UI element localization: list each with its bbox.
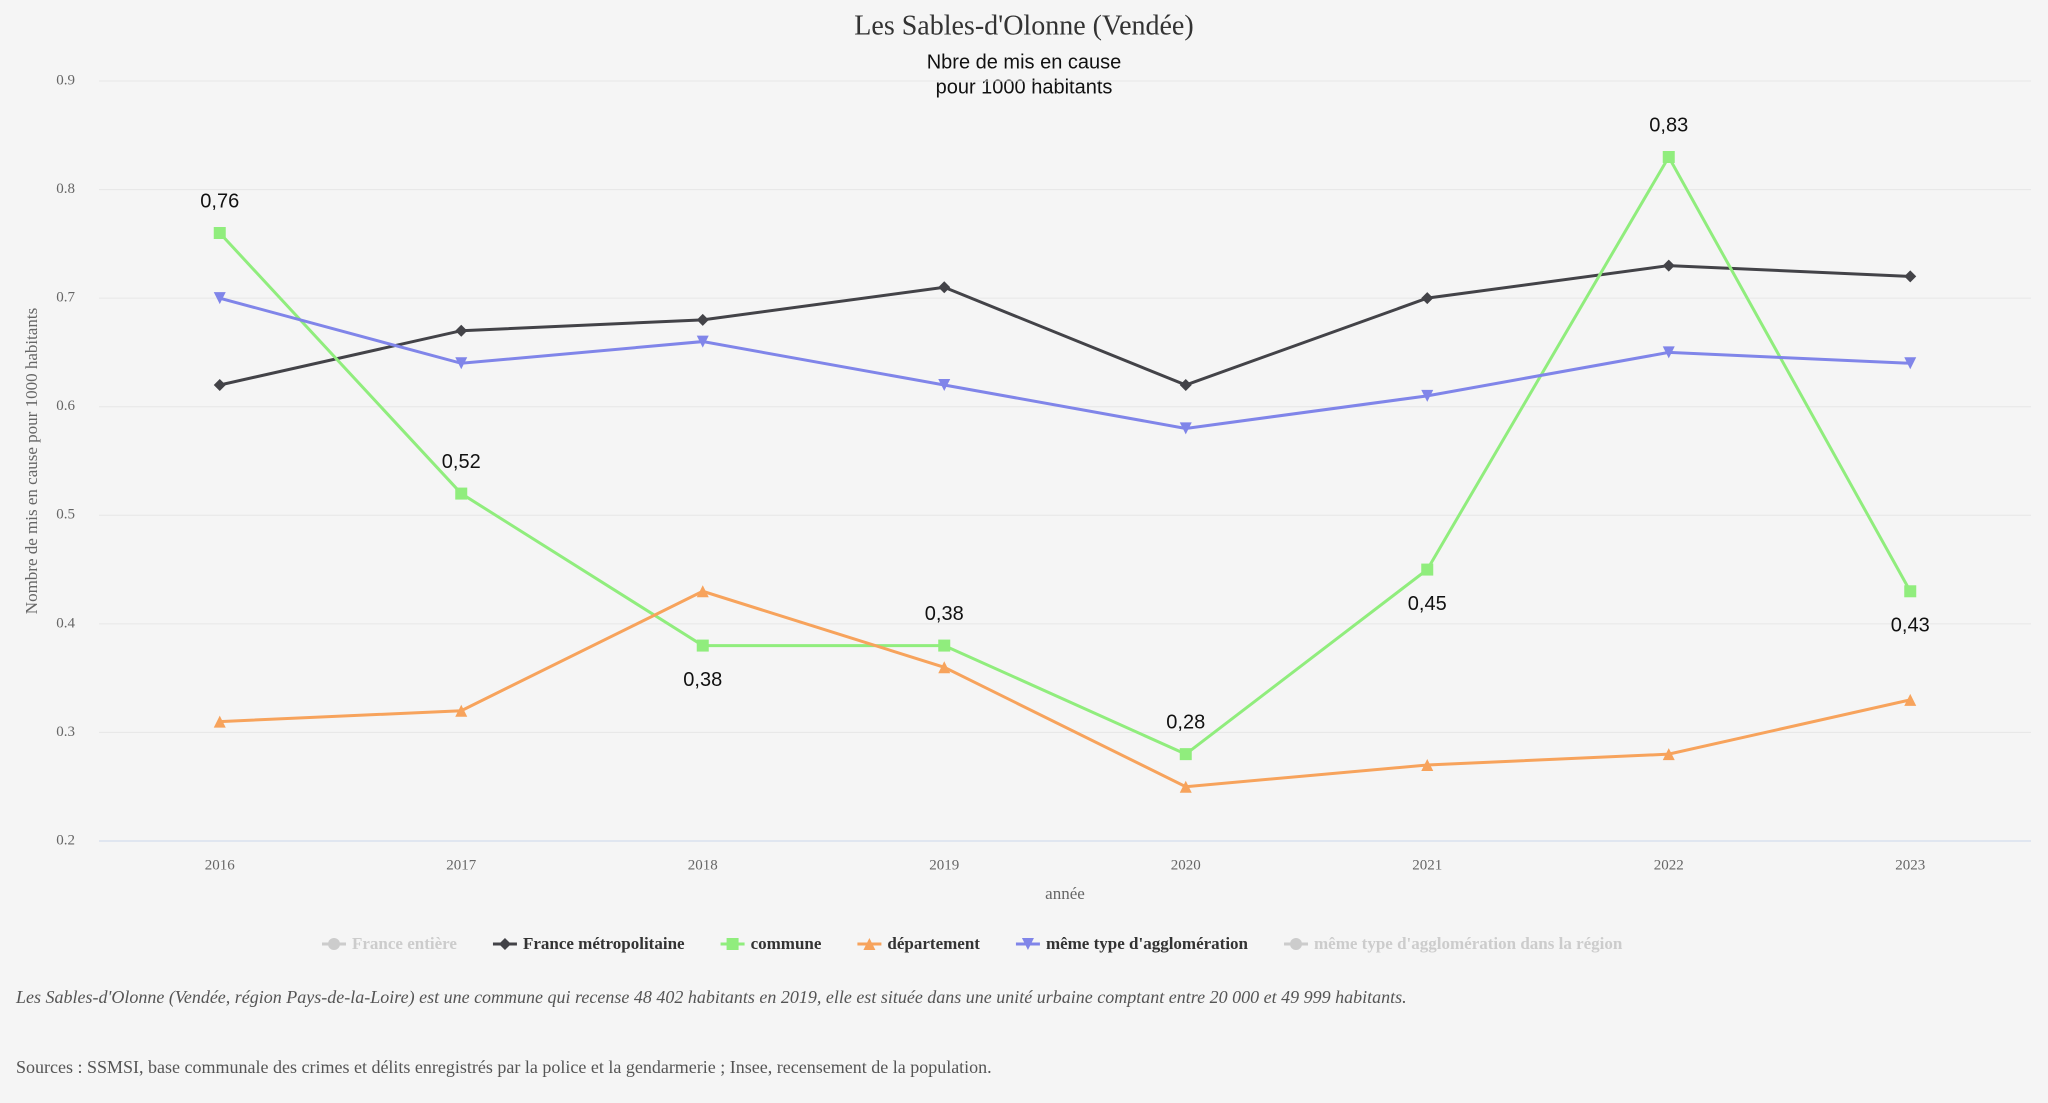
marker	[1179, 780, 1192, 793]
marker	[1662, 259, 1675, 272]
y-tick-label: 0.8	[56, 181, 75, 197]
marker	[726, 938, 739, 950]
y-axis-label: Nombre de mis en cause pour 1000 habitan…	[22, 308, 41, 614]
marker	[455, 324, 468, 337]
x-tick-label: 2023	[1895, 857, 1925, 873]
series-line	[219, 296, 1911, 430]
legend-item[interactable]: même type d'agglomération	[1015, 934, 1249, 953]
data-label: 0,43	[1891, 615, 1930, 637]
marker	[938, 639, 951, 652]
marker	[455, 357, 468, 370]
x-tick-label: 2020	[1171, 857, 1201, 873]
data-label: 0,38	[925, 603, 964, 625]
marker	[213, 715, 226, 728]
chart-subtitle: Nbre de mis en cause	[927, 51, 1122, 73]
marker	[696, 639, 709, 652]
marker	[696, 335, 709, 348]
legend-label: département	[887, 934, 980, 953]
data-label: 0,52	[442, 451, 481, 473]
legend-item[interactable]: commune	[720, 934, 822, 953]
marker	[863, 938, 876, 950]
marker	[213, 379, 226, 391]
legend-label: France métropolitaine	[523, 934, 685, 953]
x-tick-label: 2021	[1412, 857, 1442, 873]
data-label: 0,38	[683, 669, 722, 691]
marker	[1904, 585, 1917, 598]
marker	[1904, 693, 1917, 706]
x-tick-label: 2019	[929, 857, 959, 873]
marker	[938, 379, 951, 391]
series-line	[219, 589, 1911, 789]
marker	[696, 585, 709, 598]
y-tick-label: 0.3	[56, 724, 75, 740]
y-tick-label: 0.7	[56, 290, 75, 306]
data-label: 0,45	[1408, 593, 1447, 615]
marker	[213, 292, 226, 305]
y-tick-label: 0.9	[56, 72, 75, 88]
note: Les Sables-d'Olonne (Vendée, région Pays…	[15, 987, 1407, 1008]
data-label: 0,83	[1649, 114, 1688, 136]
legend-item[interactable]: même type d'agglomération dans la région	[1284, 934, 1623, 953]
marker	[1421, 759, 1434, 771]
marker	[938, 281, 951, 294]
marker	[213, 227, 226, 239]
marker	[1421, 292, 1434, 305]
marker	[1421, 389, 1434, 402]
marker	[1662, 748, 1675, 761]
y-tick-label: 0.6	[56, 398, 75, 414]
x-axis-label: année	[1045, 884, 1085, 903]
legend-label: même type d'agglomération dans la région	[1314, 934, 1623, 953]
marker	[455, 704, 468, 717]
x-tick-label: 2018	[688, 857, 718, 873]
marker	[1021, 938, 1034, 950]
chart-title: Les Sables-d'Olonne (Vendée)	[854, 10, 1193, 41]
marker	[498, 938, 511, 950]
legend-item[interactable]: France métropolitaine	[492, 934, 685, 953]
marker	[1179, 422, 1192, 435]
marker	[1179, 379, 1192, 391]
x-tick-label: 2016	[205, 857, 236, 873]
legend-label: même type d'agglomération	[1046, 934, 1249, 953]
marker	[328, 938, 340, 950]
marker	[1904, 270, 1917, 283]
marker	[1179, 748, 1192, 761]
legend-item[interactable]: France entière	[322, 934, 457, 953]
data-label: 0,76	[200, 190, 239, 212]
x-tick-label: 2022	[1654, 857, 1684, 873]
series-line	[219, 264, 1911, 387]
chart-subtitle: pour 1000 habitants	[936, 76, 1113, 98]
marker	[696, 313, 709, 326]
y-tick-label: 0.2	[56, 832, 75, 848]
y-tick-label: 0.4	[56, 615, 75, 631]
marker	[938, 661, 951, 674]
marker	[1662, 151, 1675, 163]
y-tick-label: 0.5	[56, 507, 75, 523]
x-tick-label: 2017	[446, 857, 477, 873]
legend-label: commune	[751, 934, 822, 953]
legend-item[interactable]: département	[857, 934, 980, 953]
marker	[1290, 938, 1303, 950]
series-line	[218, 153, 1912, 756]
marker	[1662, 346, 1675, 359]
source: Sources : SSMSI, base communale des crim…	[16, 1057, 992, 1077]
marker	[1904, 357, 1917, 370]
marker	[1421, 563, 1434, 576]
legend-label: France entière	[352, 934, 457, 953]
data-label: 0,28	[1166, 711, 1205, 733]
marker	[455, 487, 468, 500]
